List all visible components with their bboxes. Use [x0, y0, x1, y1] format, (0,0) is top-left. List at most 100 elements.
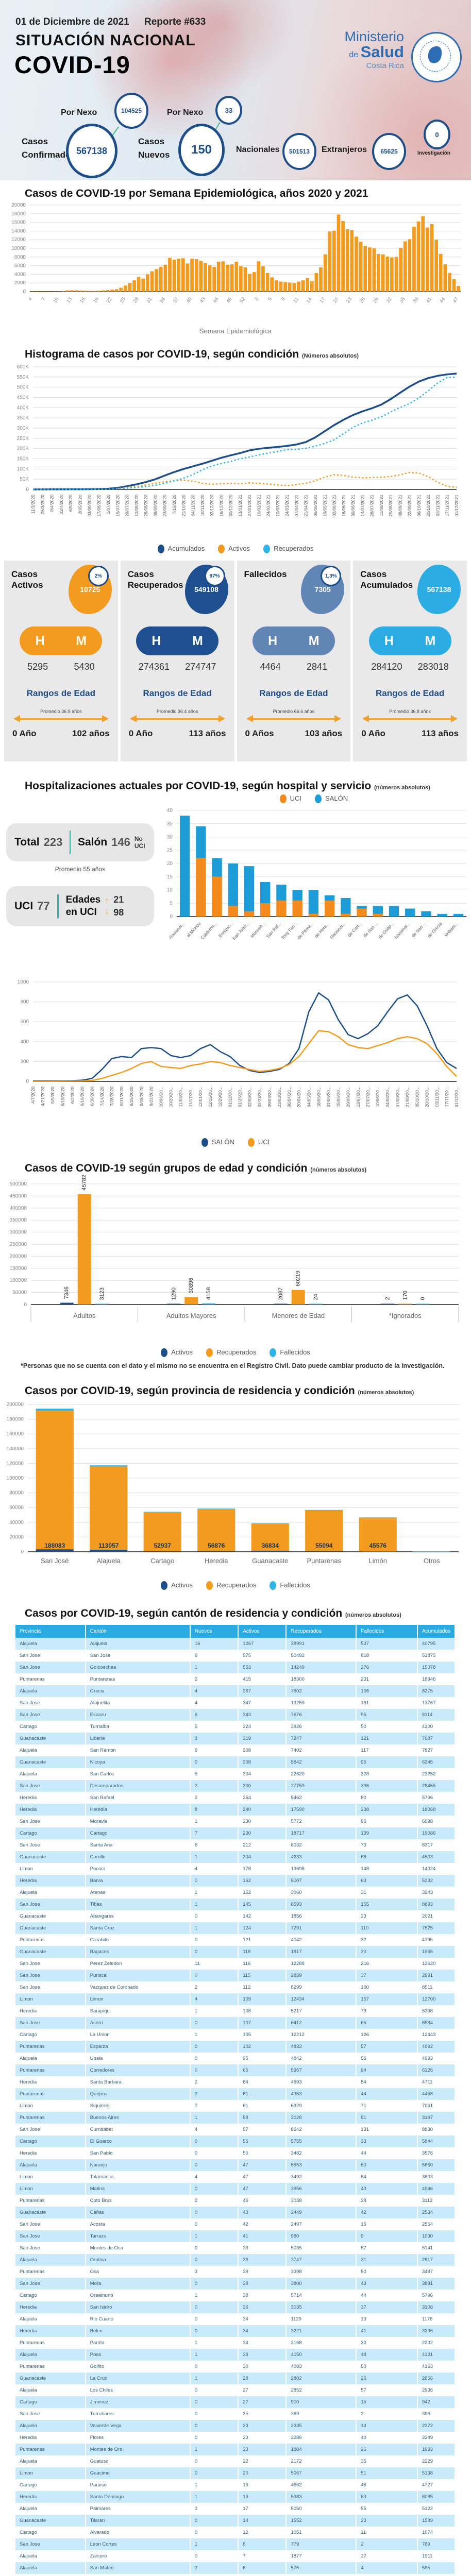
svg-text:19: 19: [92, 296, 100, 304]
svg-text:01/12/20...: 01/12/20...: [454, 1087, 459, 1107]
table-cell: 8299: [286, 1981, 357, 1994]
table-cell: Goicoechea: [85, 1662, 191, 1674]
table-row: Alajuela Naranjo 0 47 5553 50 5650: [15, 2159, 456, 2172]
card-age-range: 0 Años 103 años: [245, 728, 343, 739]
table-cell: 20: [238, 2467, 287, 2480]
table-row: Heredia San Isidro 0 36 3035 37 3108: [15, 2301, 456, 2314]
table-row: Heredia Sarapiqui 1 108 5217 73 5398: [15, 2005, 456, 2018]
table-cell: 5983: [286, 2491, 357, 2503]
svg-text:4/21/2020: 4/21/2020: [40, 1087, 45, 1106]
svg-text:2000: 2000: [14, 280, 26, 286]
svg-text:11/08/2021: 11/08/2021: [379, 495, 384, 516]
table-cell: 0: [190, 1875, 239, 1887]
investigacion-circle: 0: [424, 120, 450, 149]
table-cell: 0: [190, 2527, 239, 2539]
table-cell: 7525: [417, 1922, 456, 1935]
table-cell: 73: [356, 1839, 418, 1852]
svg-text:02/23/20...: 02/23/20...: [257, 1087, 262, 1107]
table-cell: 40: [356, 2432, 418, 2444]
table-cell: 38: [238, 2278, 287, 2290]
svg-text:6000: 6000: [14, 263, 26, 269]
table-cell: 2497: [286, 2218, 357, 2231]
table-cell: San Mateo: [85, 2562, 191, 2574]
svg-text:3123: 3123: [99, 1287, 105, 1300]
table-cell: 106: [356, 1685, 418, 1698]
table-cell: Tilaran: [85, 2515, 191, 2527]
svg-text:20/5/2020: 20/5/2020: [77, 495, 82, 514]
table-cell: 5122: [417, 2503, 456, 2515]
legend-item: Recuperados: [263, 545, 313, 554]
svg-text:13/07/20...: 13/07/20...: [356, 1087, 361, 1107]
table-cell: 39: [238, 2242, 287, 2255]
table-cell: 396: [356, 1780, 418, 1792]
svg-text:6/30/2020: 6/30/2020: [90, 1087, 95, 1106]
card-hm-values: 5295 5430: [27, 662, 95, 672]
table-cell: 5553: [286, 2159, 357, 2172]
svg-text:16000: 16000: [11, 220, 26, 226]
table-cell: Curridabat: [85, 2124, 191, 2136]
table-cell: 3243: [417, 1887, 456, 1899]
table-cell: Alajuela: [15, 2159, 86, 2172]
table-cell: 57: [356, 2041, 418, 2053]
svg-text:2: 2: [254, 296, 260, 302]
table-cell: 4833: [286, 2041, 357, 2053]
table-cell: Cartago: [15, 2479, 86, 2492]
table-cell: 30: [356, 2337, 418, 2349]
table-cell: 28455: [417, 1780, 456, 1792]
table-cell: San Jose: [15, 1816, 86, 1828]
table-row: Guanacaste Nicoya 0 308 5842 95 6245: [15, 1756, 456, 1769]
table-cell: 5714: [286, 2290, 357, 2302]
table-cell: La Union: [85, 2029, 191, 2041]
card-promedio: Promedio 36.9 años: [40, 709, 82, 715]
table-row: Guanacaste Tilaran 0 14 1552 23 1589: [15, 2515, 456, 2527]
svg-text:21/04/2021: 21/04/2021: [304, 495, 309, 517]
table-cell: San Jose: [15, 2538, 86, 2551]
table-cell: 50: [238, 2147, 287, 2160]
hospital-bar-legend: UCI SALÓN: [157, 794, 470, 804]
legend-dot-icon: [206, 1581, 213, 1590]
table-cell: 131: [356, 2124, 418, 2136]
hospitalization-summary: Total 223 Salón 146 No UCI Promedio 55 a…: [3, 792, 157, 971]
table-row: Alajuela Palmares 3 17 5050 55 5122: [15, 2503, 456, 2515]
ministry-seal-icon: [411, 32, 462, 82]
card-value-blob: 10725 2%: [68, 565, 112, 615]
table-cell: 7802: [286, 1685, 357, 1698]
table-cell: San Jose: [15, 1780, 86, 1792]
table-cell: 840: [286, 2574, 357, 2576]
table-cell: 2: [190, 1673, 239, 1686]
table-cell: 44: [356, 2088, 418, 2100]
table-cell: 3286: [286, 2432, 357, 2444]
ministry-logo: Ministerio de Salud Costa Rica: [344, 30, 404, 70]
svg-text:457823: 457823: [81, 1175, 88, 1191]
table-cell: 1267: [238, 1638, 287, 1650]
legend-item: Activos: [161, 1581, 193, 1590]
table-cell: 26: [356, 2372, 418, 2385]
svg-text:06/10/2021: 06/10/2021: [416, 495, 422, 517]
svg-text:6/5/2020: 6/5/2020: [68, 495, 73, 512]
table-cell: 42: [238, 2218, 287, 2231]
table-cell: 95: [356, 1709, 418, 1721]
table-cell: Moravia: [85, 1816, 191, 1828]
table-cell: 145: [238, 1899, 287, 1911]
table-cell: San Jose: [15, 2278, 86, 2290]
table-cell: 124: [238, 1922, 287, 1935]
table-cell: 1589: [417, 2515, 456, 2527]
table-cell: 15: [356, 2218, 418, 2231]
table-cell: 34: [238, 2313, 287, 2326]
table-row: Heredia Santa Barbara 2 64 4593 54 4711: [15, 2076, 456, 2089]
table-cell: 5035: [286, 2242, 357, 2255]
table-cell: Heredia: [15, 1804, 86, 1816]
table-cell: 0: [190, 2254, 239, 2266]
table-cell: San Jose: [15, 1899, 86, 1911]
table-cell: 779: [286, 2538, 357, 2551]
legend-dot-icon: [218, 545, 225, 554]
table-cell: 6098: [417, 1816, 456, 1828]
table-cell: 121: [356, 1733, 418, 1745]
hospitalization-timeline-section: 0 200 400 600 800 1000 4/7/2020 4/21/2020 5/5/20…: [0, 976, 471, 1147]
svg-text:5/5/2020: 5/5/2020: [50, 1087, 55, 1104]
table-cell: 5967: [286, 2064, 357, 2077]
table-cell: 2232: [417, 2337, 456, 2349]
table-column-header: Activos: [238, 1625, 287, 1638]
svg-text:41: 41: [425, 296, 433, 304]
table-cell: 0: [190, 2159, 239, 2172]
